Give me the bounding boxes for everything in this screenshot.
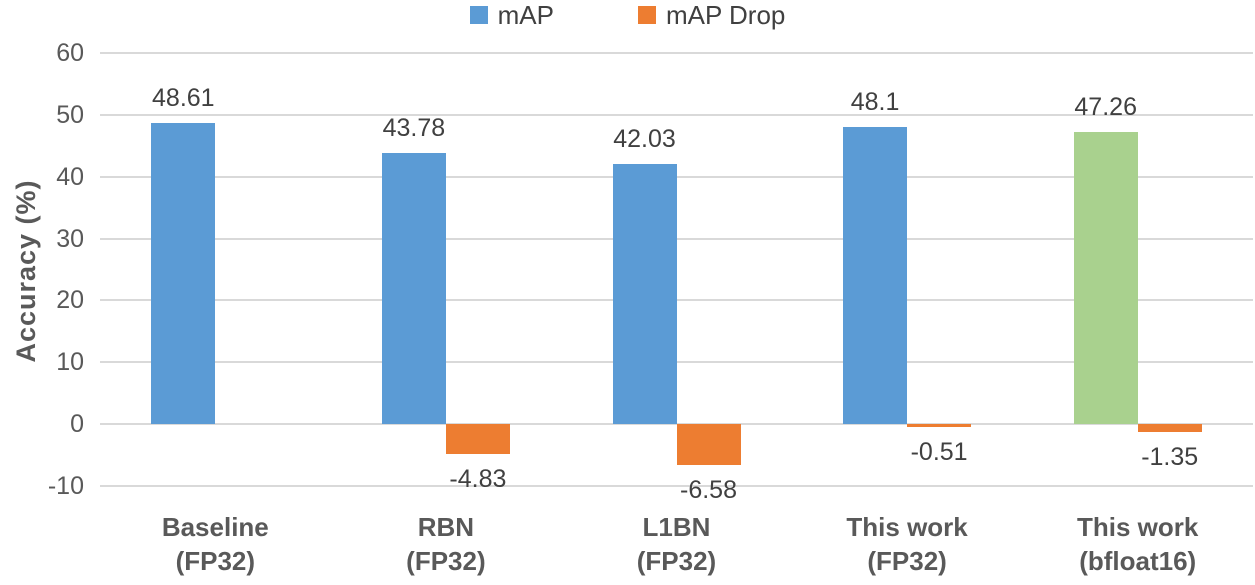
- bar-map-drop-3: [907, 424, 972, 428]
- x-category-line2: (FP32): [867, 546, 947, 576]
- legend-label-map-drop: mAP Drop: [665, 0, 786, 30]
- legend-swatch-map-drop: [637, 6, 656, 24]
- gridline-60: [100, 52, 1253, 54]
- data-label-map-4: 47.26: [1074, 92, 1137, 121]
- data-label-map-3: 48.1: [850, 87, 900, 116]
- x-category-line2: (FP32): [406, 546, 486, 576]
- x-category-label-4: This work (bfloat16): [1022, 510, 1253, 578]
- y-tick-label-20: 20: [56, 286, 84, 315]
- x-category-line1: Baseline: [161, 512, 269, 542]
- x-category-label-0: Baseline (FP32): [100, 510, 331, 578]
- bar-map-drop-4: [1137, 424, 1202, 433]
- gridline-40: [100, 175, 1253, 178]
- bar-map-0: [151, 123, 216, 425]
- y-tick-label-60: 60: [56, 39, 84, 67]
- y-tick-label--10: -10: [47, 472, 84, 500]
- data-label-map-2: 42.03: [613, 125, 676, 154]
- bar-map-3: [843, 126, 908, 425]
- x-category-label-1: RBN (FP32): [331, 510, 562, 578]
- x-category-line1: This work: [1077, 512, 1199, 542]
- x-category-line1: This work: [846, 512, 968, 542]
- data-label-map-drop-1: -4.83: [449, 465, 507, 494]
- y-tick-label-40: 40: [56, 162, 84, 191]
- legend-label-map: mAP: [497, 0, 554, 30]
- gridline-10: [100, 361, 1253, 364]
- x-category-label-3: This work (FP32): [792, 510, 1023, 578]
- bar-map-4: [1073, 131, 1138, 425]
- data-label-map-drop-3: -0.51: [910, 438, 968, 467]
- bar-map-drop-1: [445, 424, 510, 455]
- x-category-line1: L1BN: [642, 512, 711, 542]
- x-category-line2: (FP32): [636, 546, 717, 576]
- bar-map-1: [381, 153, 446, 425]
- gridline-50: [100, 113, 1253, 116]
- data-label-map-0: 48.61: [152, 84, 215, 113]
- gridline-30: [100, 237, 1253, 240]
- y-tick-label-50: 50: [56, 100, 84, 129]
- bar-map-2: [612, 164, 677, 425]
- x-category-line2: (bfloat16): [1079, 546, 1197, 576]
- gridline--10: [100, 485, 1253, 487]
- y-tick-label-30: 30: [56, 224, 84, 253]
- y-tick-label-10: 10: [56, 348, 84, 377]
- chart-legend: mAP mAP Drop: [0, 2, 1255, 28]
- data-label-map-1: 43.78: [382, 114, 446, 143]
- gridline-20: [100, 299, 1253, 302]
- x-category-line1: RBN: [417, 512, 475, 542]
- data-label-map-drop-2: -6.58: [680, 475, 737, 504]
- y-tick-label-0: 0: [70, 410, 84, 439]
- bar-map-drop-2: [676, 424, 741, 465]
- legend-item-map: mAP: [469, 0, 554, 30]
- legend-item-map-drop: mAP Drop: [637, 0, 786, 30]
- legend-swatch-map: [469, 6, 488, 24]
- x-category-line2: (FP32): [175, 546, 256, 576]
- data-label-map-drop-4: -1.35: [1141, 443, 1199, 472]
- x-category-label-2: L1BN (FP32): [561, 510, 792, 578]
